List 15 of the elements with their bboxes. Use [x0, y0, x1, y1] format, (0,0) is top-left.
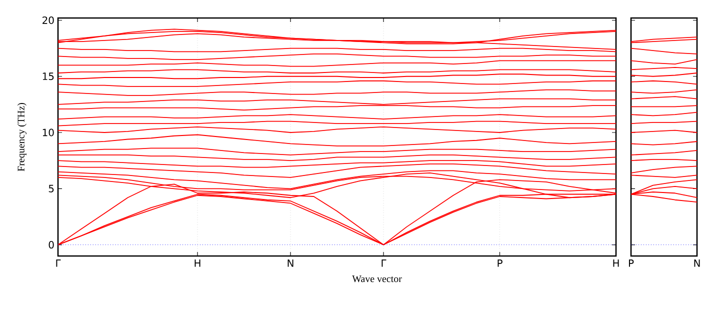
- x-tick-label: N: [288, 260, 294, 267]
- x-tick-label: H: [613, 260, 619, 267]
- y-tick-label: 20: [42, 16, 54, 24]
- x-tick-label: P: [498, 260, 502, 267]
- x-tick-label: P: [628, 260, 634, 267]
- x-axis-title: Wave vector: [352, 276, 402, 282]
- x-tick-label: H: [194, 260, 200, 267]
- y-tick-label: 5: [48, 184, 54, 192]
- y-tick-label: 10: [42, 128, 54, 136]
- y-tick-label: 15: [42, 72, 54, 80]
- x-tick-label: N: [694, 260, 700, 267]
- x-tick-label: Γ: [56, 260, 61, 267]
- y-axis-title: Frequency (THz): [17, 103, 26, 172]
- y-tick-label: 0: [48, 240, 54, 249]
- x-tick-label: Γ: [382, 260, 386, 267]
